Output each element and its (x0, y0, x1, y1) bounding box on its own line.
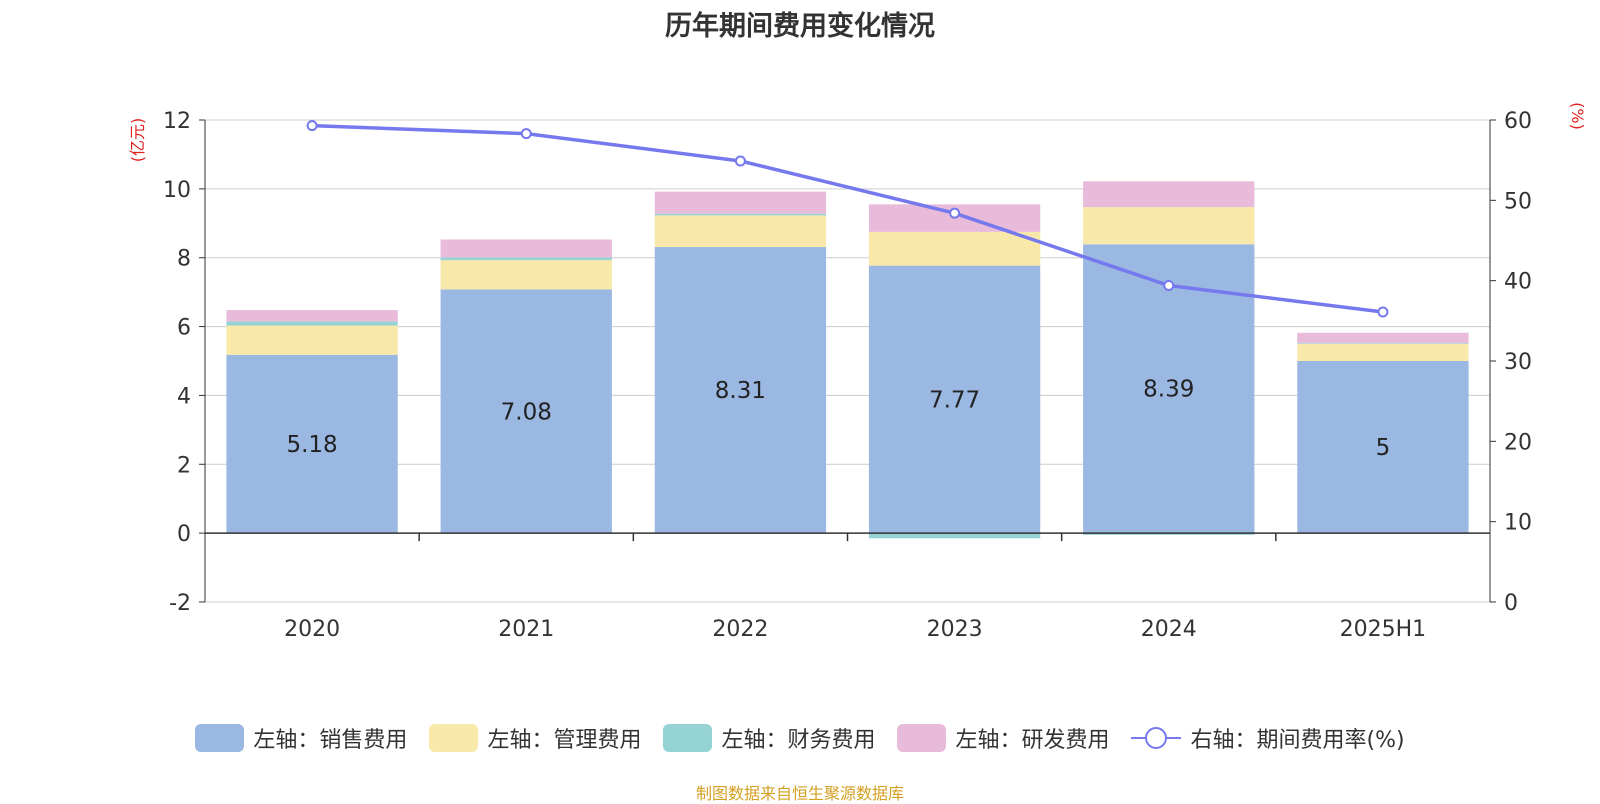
x-tick-label: 2024 (1141, 617, 1197, 642)
legend-swatch-finance (663, 724, 713, 752)
bar-segment-2-2023 (868, 533, 1041, 539)
right-tick-label: 10 (1504, 511, 1532, 536)
legend-swatch-sales (195, 724, 245, 752)
legend-swatch-admin (429, 724, 479, 752)
legend-label-finance: 左轴：财务费用 (721, 728, 876, 753)
right-tick-label: 30 (1504, 350, 1532, 375)
bar-value-label: 8.31 (715, 378, 766, 404)
bar-segment-1-2022 (654, 215, 827, 248)
expense-ratio-line (312, 123, 1384, 314)
expense-ratio-point (734, 155, 746, 167)
legend: 左轴：销售费用 左轴：管理费用 左轴：财务费用 左轴：研发费用 右轴：期间费用率… (0, 722, 1600, 754)
bar-value-label: 5 (1376, 435, 1391, 461)
bar-value-label: 8.39 (1143, 377, 1194, 403)
legend-item-expense-ratio[interactable]: 右轴：期间费用率(%) (1131, 722, 1405, 754)
right-tick-label: 20 (1504, 430, 1532, 455)
bar-value-label: 7.08 (501, 399, 552, 425)
bar-value-label: 7.77 (929, 387, 980, 413)
legend-item-rnd[interactable]: 左轴：研发费用 (897, 722, 1109, 754)
left-tick-label: 6 (177, 316, 191, 341)
bar-segment-0-2025H1 (1297, 361, 1469, 534)
expense-ratio-point (1377, 306, 1389, 318)
bar-segment-1-2024 (1083, 207, 1255, 245)
legend-label-admin: 左轴：管理费用 (487, 728, 642, 753)
bar-segment-1-2025H1 (1297, 343, 1469, 361)
left-tick-label: -2 (169, 591, 191, 616)
bar-value-label: 5.18 (286, 432, 337, 458)
expense-ratio-point (1163, 279, 1175, 291)
bar-segment-3-2022 (654, 191, 827, 214)
legend-line-icon (1131, 724, 1182, 752)
bar-segment-3-2020 (226, 310, 398, 322)
expense-ratio-point (306, 120, 318, 132)
bar-segment-0-2023 (868, 265, 1041, 534)
bar-segment-3-2025H1 (1297, 332, 1469, 344)
right-tick-label: 0 (1504, 591, 1518, 616)
bar-segment-0-2022 (654, 247, 827, 534)
right-axis-unit: (%) (1568, 102, 1587, 130)
left-tick-label: 0 (177, 522, 191, 547)
bar-segment-1-2023 (868, 231, 1041, 266)
left-tick-label: 8 (177, 247, 191, 272)
expense-ratio-point (520, 128, 532, 140)
expense-ratio-point (949, 207, 961, 219)
left-axis-unit: (亿元) (128, 118, 147, 163)
right-tick-label: 50 (1504, 189, 1532, 214)
left-tick-label: 10 (163, 178, 191, 203)
bar-segment-2-2022 (654, 213, 827, 216)
legend-item-sales[interactable]: 左轴：销售费用 (195, 722, 407, 754)
bar-segment-2-2024 (1083, 533, 1255, 535)
bar-segment-3-2021 (440, 239, 612, 258)
x-tick-label: 2023 (927, 617, 983, 642)
right-tick-label: 40 (1504, 270, 1532, 295)
bar-segment-2-2020 (226, 321, 398, 326)
bar-segment-3-2024 (1083, 181, 1255, 208)
bar-segment-0-2021 (440, 289, 612, 534)
legend-item-finance[interactable]: 左轴：财务费用 (663, 722, 875, 754)
legend-swatch-rnd (897, 724, 947, 752)
left-tick-label: 12 (163, 109, 191, 134)
x-tick-label: 2021 (498, 617, 554, 642)
legend-item-admin[interactable]: 左轴：管理费用 (429, 722, 641, 754)
legend-label-rnd: 左轴：研发费用 (955, 728, 1110, 753)
bar-segment-2-2021 (440, 257, 612, 261)
left-tick-label: 4 (177, 384, 191, 409)
right-tick-label: 60 (1504, 109, 1532, 134)
legend-label-sales: 左轴：销售费用 (253, 728, 408, 753)
x-tick-label: 2025H1 (1340, 617, 1427, 642)
chart-title: 历年期间费用变化情况 (665, 11, 935, 42)
bar-segment-2-2025H1 (1297, 343, 1469, 344)
left-tick-label: 2 (177, 453, 191, 478)
bar-segment-1-2021 (440, 260, 612, 290)
legend-label-expense-ratio: 右轴：期间费用率(%) (1190, 728, 1405, 753)
x-tick-label: 2022 (712, 617, 768, 642)
bar-segment-1-2020 (226, 325, 398, 355)
x-tick-label: 2020 (284, 617, 340, 642)
source-note: 制图数据来自恒生聚源数据库 (695, 784, 904, 803)
bar-segment-0-2020 (226, 354, 398, 534)
